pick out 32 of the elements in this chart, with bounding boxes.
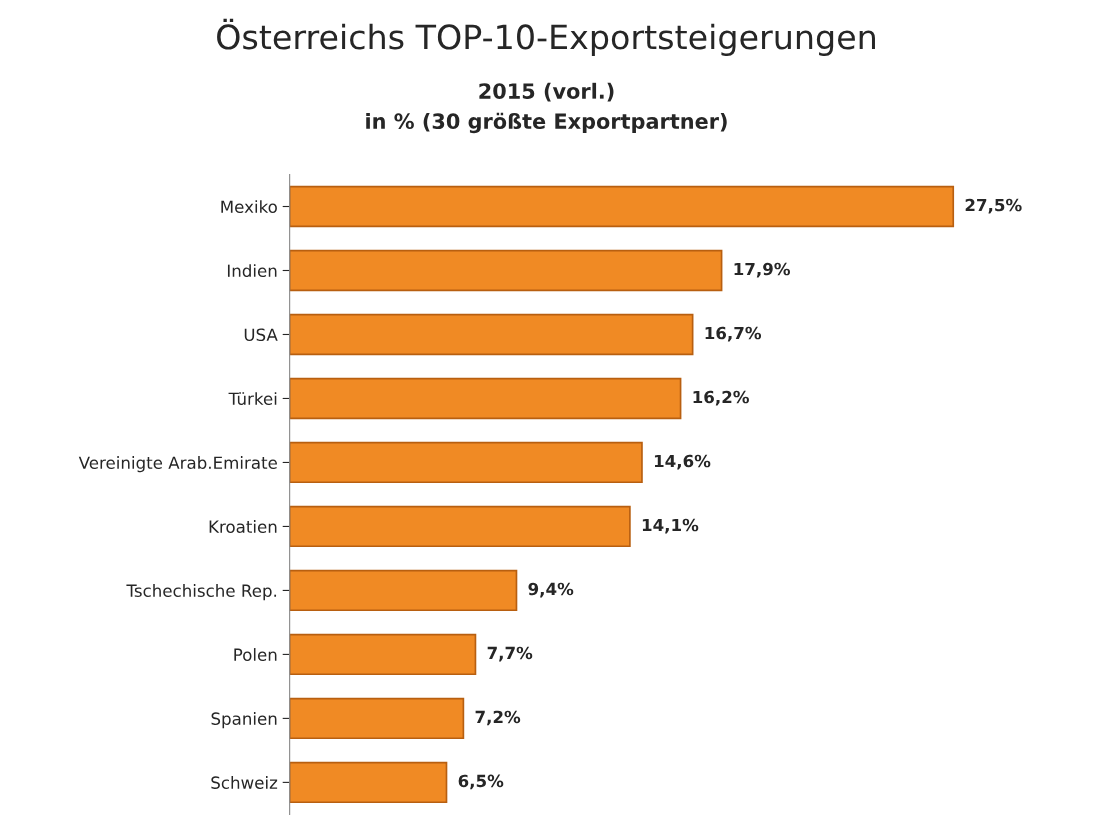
bar — [289, 761, 448, 804]
y-tick-label: Türkei — [228, 392, 277, 406]
y-tick-label: Mexiko — [221, 200, 277, 214]
data-label: 6,5% — [458, 774, 504, 790]
data-label: 14,6% — [654, 454, 711, 470]
bar — [289, 249, 723, 292]
data-label: 16,7% — [705, 326, 762, 342]
y-tick-label: USA — [244, 328, 278, 342]
y-tick-label: Vereinigte Arab.Emirate — [78, 456, 277, 473]
y-tick-label: Polen — [234, 648, 277, 661]
data-label: 27,5% — [965, 198, 1022, 214]
bar — [289, 505, 631, 548]
data-label: 16,2% — [693, 390, 749, 406]
y-tick-label: Spanien — [211, 712, 277, 729]
bar — [289, 313, 694, 356]
y-tick-label: Schweiz — [211, 776, 278, 789]
data-label: 14,1% — [642, 518, 699, 534]
data-label: 9,4% — [528, 582, 574, 598]
bar — [289, 697, 465, 740]
bar — [289, 569, 518, 612]
chart-title: Österreichs TOP-10-Exportsteigerungen — [217, 18, 875, 57]
chart-subtitle: 2015 (vorl.) in % (30 größte Exportpartner) — [366, 82, 727, 134]
y-tick-label: Indien — [227, 264, 277, 278]
bar — [289, 377, 682, 420]
y-tick-label: Tschechische Rep. — [126, 584, 277, 601]
data-label: 7,7% — [487, 646, 533, 662]
data-label: 7,2% — [475, 710, 521, 726]
bar — [289, 441, 643, 484]
y-tick-label: Kroatien — [209, 520, 277, 534]
data-label: 17,9% — [734, 262, 790, 278]
bar — [289, 633, 477, 676]
bar — [289, 185, 955, 228]
